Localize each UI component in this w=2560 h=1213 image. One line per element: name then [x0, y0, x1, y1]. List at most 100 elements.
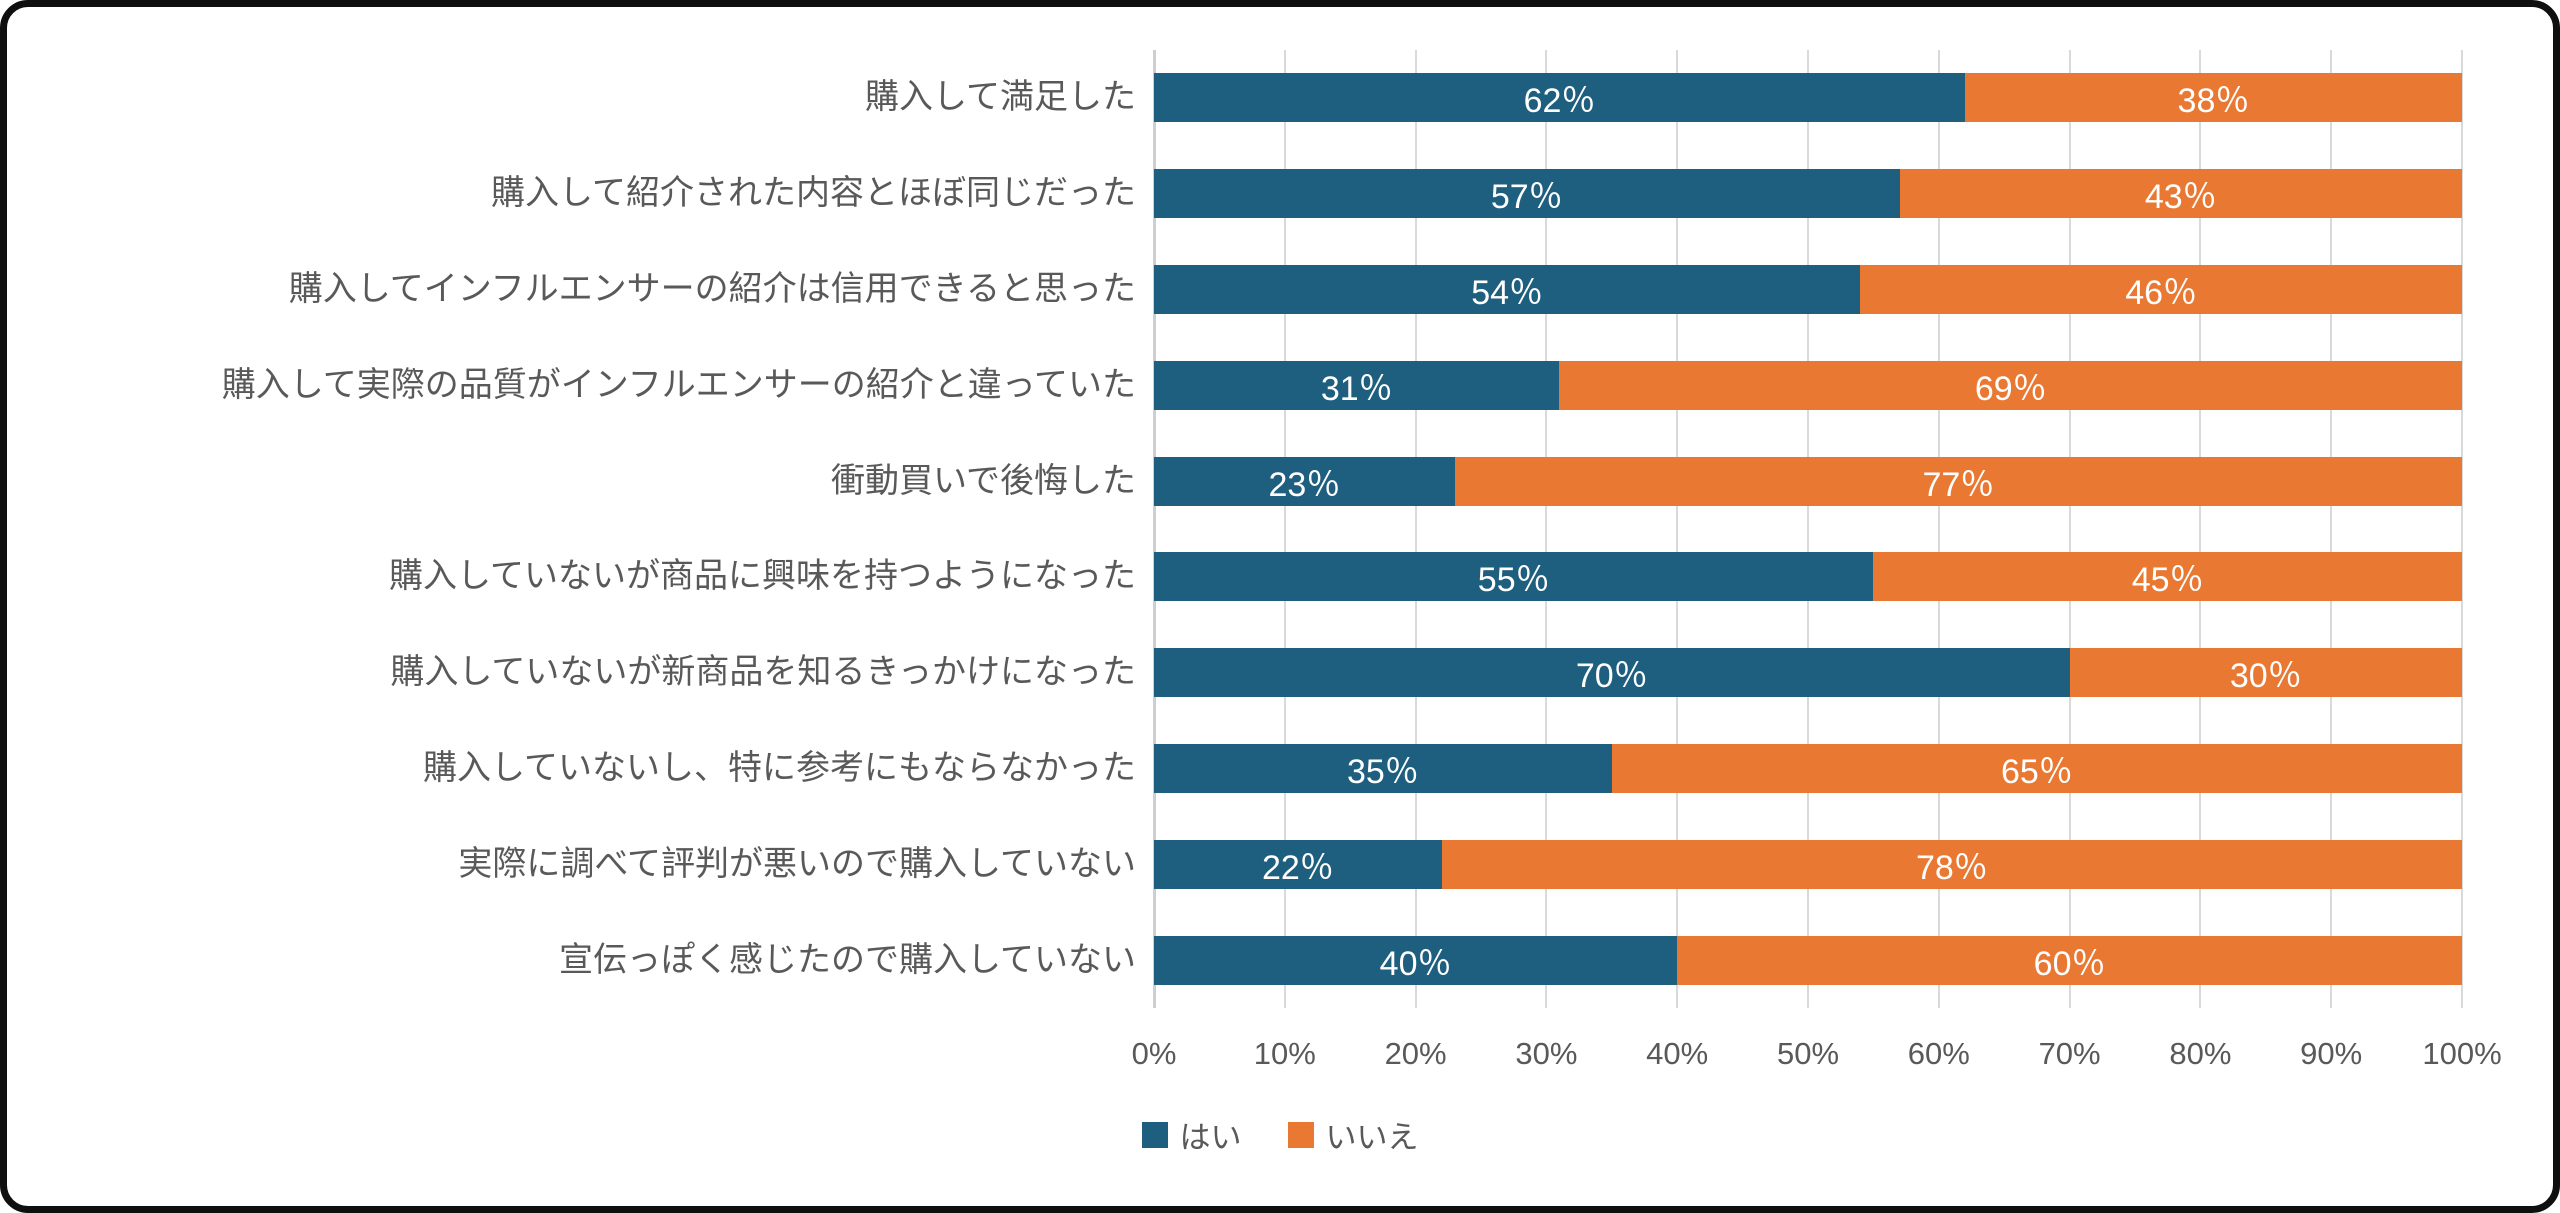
bar-value-label: 45％ — [2131, 561, 2204, 600]
bar-segment-no: 69％ — [1559, 360, 2462, 410]
legend-swatch-icon — [1287, 1121, 1314, 1148]
bar-value-label: 30％ — [2229, 657, 2302, 696]
gridline — [2199, 50, 2202, 1008]
stacked-bar: 40％ 60％ — [1154, 935, 2462, 985]
category-label: 衝動買いで後悔した — [831, 461, 1136, 500]
stacked-bar: 54％ 46％ — [1154, 264, 2462, 314]
category-label: 実際に調べて評判が悪いので購入していない — [458, 844, 1136, 883]
bar-row: 実際に調べて評判が悪いので購入していない 22％ 78％ — [0, 816, 2462, 912]
gridline — [1807, 50, 1809, 1008]
bar-segment-yes: 35％ — [1154, 743, 1612, 793]
gridline — [1676, 50, 1679, 1008]
bar-value-label: 55％ — [1477, 561, 1550, 600]
bar-segment-yes: 22％ — [1154, 839, 1442, 889]
x-axis-tick-label: 70% — [2038, 1036, 2101, 1071]
x-axis-tick-label: 30% — [1515, 1036, 1578, 1071]
bar-segment-no: 30％ — [2069, 648, 2462, 698]
x-axis-tick-label: 40% — [1646, 1036, 1709, 1071]
gridline — [2461, 50, 2463, 1008]
bar-segment-yes: 70％ — [1154, 648, 2070, 698]
bar-value-label: 62％ — [1523, 82, 1596, 121]
x-axis-tick-label: 100% — [2422, 1036, 2502, 1071]
bar-value-label: 77％ — [1922, 465, 1995, 504]
legend-label: はい — [1179, 1120, 1242, 1155]
bar-row: 購入していないが商品に興味を持つようになった 55％ 45％ — [0, 529, 2462, 625]
bar-segment-yes: 62％ — [1154, 73, 1965, 123]
bar-value-label: 23％ — [1268, 465, 1341, 504]
bar-value-label: 69％ — [1974, 369, 2047, 408]
gridline — [2330, 50, 2333, 1008]
x-axis-tick-label: 50% — [1776, 1036, 1840, 1071]
bar-row: 購入して紹介された内容とほぼ同じだった 57％ 43％ — [0, 146, 2462, 242]
legend-item-no: いいえ — [1287, 1112, 1419, 1157]
category-label: 購入して満足した — [865, 78, 1136, 117]
x-axis-tick-label: 60% — [1907, 1036, 1970, 1071]
category-label: 宣伝っぽく感じたので購入していない — [559, 940, 1136, 979]
stacked-bar: 55％ 45％ — [1154, 552, 2462, 602]
legend-label: いいえ — [1325, 1120, 1419, 1155]
bar-value-label: 46％ — [2125, 273, 2198, 312]
bar-value-label: 65％ — [2000, 752, 2073, 791]
bar-value-label: 54％ — [1471, 273, 1544, 312]
bar-segment-no: 78％ — [1441, 839, 2462, 889]
x-axis-tick-label: 20% — [1384, 1036, 1447, 1071]
bar-segment-no: 38％ — [1964, 73, 2462, 123]
bar-row: 購入していないが新商品を知るきっかけになった 70％ 30％ — [0, 625, 2462, 721]
bar-row: 購入して満足した 62％ 38％ — [0, 50, 2462, 146]
bar-value-label: 43％ — [2144, 178, 2217, 217]
bar-value-label: 31％ — [1320, 369, 1393, 408]
bar-value-label: 70％ — [1575, 657, 1648, 696]
x-axis-tick-labels: 0% 10% 20% 30% 40% 50% 60% 70% 80% 90% 100% — [1132, 1036, 2502, 1080]
gridline — [1283, 50, 1286, 1008]
category-label: 購入して実際の品質がインフルエンサーの紹介と違っていた — [221, 365, 1136, 404]
gridline — [1937, 50, 1940, 1008]
legend-item-yes: はい — [1141, 1112, 1242, 1157]
bar-value-label: 57％ — [1490, 178, 1563, 217]
category-label: 購入していないし、特に参考にもならなかった — [423, 748, 1136, 787]
bar-segment-no: 43％ — [1899, 169, 2462, 219]
stacked-bar: 57％ 43％ — [1154, 169, 2462, 219]
bar-value-label: 40％ — [1379, 944, 1452, 983]
stacked-bar: 23％ 77％ — [1154, 456, 2462, 506]
bar-segment-no: 60％ — [1677, 935, 2462, 985]
category-label: 購入していないが新商品を知るきっかけになった — [390, 653, 1136, 692]
bar-segment-no: 65％ — [1611, 743, 2462, 793]
category-label: 購入してインフルエンサーの紹介は信用できると思った — [288, 269, 1136, 308]
bar-row: 購入してインフルエンサーの紹介は信用できると思った 54％ 46％ — [0, 242, 2462, 338]
stacked-bar: 35％ 65％ — [1154, 743, 2462, 793]
stacked-bar: 62％ 38％ — [1154, 73, 2462, 123]
x-axis-tick-label: 80% — [2169, 1036, 2232, 1071]
bar-row: 衝動買いで後悔した 23％ 77％ — [0, 433, 2462, 529]
bar-segment-yes: 40％ — [1154, 935, 1678, 985]
bar-segment-no: 45％ — [1873, 552, 2462, 602]
bar-value-label: 78％ — [1915, 848, 1988, 887]
x-axis-tick-label: 0% — [1131, 1036, 1177, 1071]
bar-row: 購入して実際の品質がインフルエンサーの紹介と違っていた 31％ 69％ — [0, 337, 2462, 433]
bar-segment-yes: 55％ — [1154, 552, 1874, 602]
bar-value-label: 35％ — [1346, 752, 1419, 791]
bar-rows: 購入して満足した 62％ 38％ 購入して紹介された内容とほぼ同じだった 57％ 43％購… — [0, 50, 2462, 1008]
legend-swatch-icon — [1141, 1121, 1168, 1148]
bar-value-label: 60％ — [2033, 944, 2106, 983]
bar-row: 宣伝っぽく感じたので購入していない 40％ 60％ — [0, 912, 2462, 1008]
stacked-bar: 22％ 78％ — [1154, 839, 2462, 889]
x-axis-tick-label: 10% — [1253, 1036, 1316, 1071]
bar-segment-no: 77％ — [1454, 456, 2462, 506]
bar-segment-yes: 54％ — [1154, 264, 1861, 314]
stacked-bar: 70％ 30％ — [1154, 648, 2462, 698]
bar-segment-yes: 31％ — [1154, 360, 1560, 410]
category-label: 購入して紹介された内容とほぼ同じだった — [491, 174, 1136, 213]
plot-gridlines — [1153, 50, 2463, 1008]
bar-segment-yes: 23％ — [1154, 456, 1455, 506]
gridline — [1414, 50, 1417, 1008]
chart-legend: はい いいえ — [0, 1112, 2560, 1157]
bar-value-label: 38％ — [2177, 82, 2250, 121]
y-axis-line — [1153, 50, 1156, 1008]
stacked-bar: 31％ 69％ — [1154, 360, 2462, 410]
gridline — [2068, 50, 2071, 1008]
bar-row: 購入していないし、特に参考にもならなかった 35％ 65％ — [0, 721, 2462, 817]
bar-value-label: 22％ — [1261, 848, 1334, 887]
gridline — [1545, 50, 1548, 1008]
x-axis-tick-label: 90% — [2300, 1036, 2363, 1071]
